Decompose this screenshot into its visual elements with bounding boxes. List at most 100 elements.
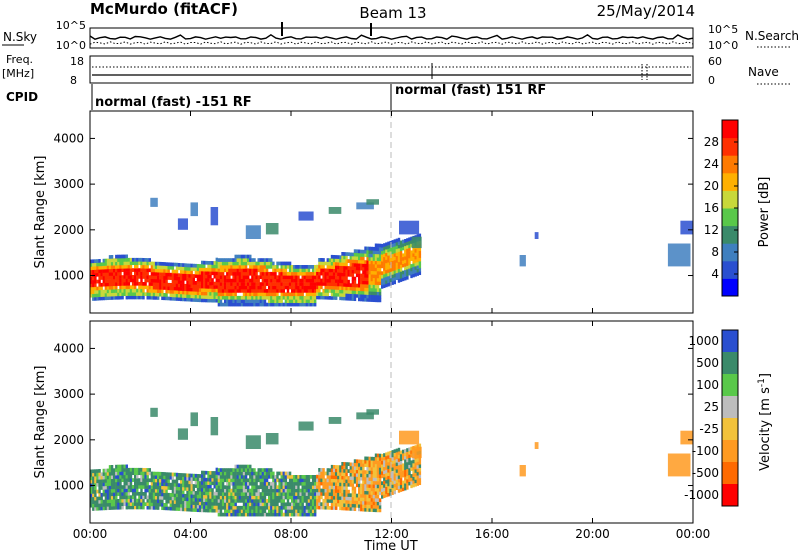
velocity-cell bbox=[238, 471, 242, 476]
velocity-cell bbox=[228, 468, 231, 472]
power-cell bbox=[272, 299, 275, 304]
power-cell bbox=[280, 292, 283, 297]
velocity-cell bbox=[416, 482, 419, 486]
power-cell bbox=[251, 275, 254, 280]
power-cell bbox=[196, 291, 200, 296]
power-cell bbox=[182, 270, 185, 274]
velocity-cell bbox=[353, 479, 357, 484]
velocity-cell bbox=[385, 469, 388, 474]
velocity-cell bbox=[374, 470, 378, 475]
power-cell bbox=[221, 261, 225, 266]
velocity-cell bbox=[337, 496, 340, 500]
power-cell bbox=[194, 291, 198, 296]
power-cell bbox=[343, 279, 346, 284]
power-cell bbox=[397, 248, 401, 252]
power-cell bbox=[265, 302, 269, 307]
power-cell bbox=[259, 275, 262, 280]
velocity-cell bbox=[303, 492, 306, 496]
power-cell bbox=[136, 278, 139, 283]
power-cell bbox=[274, 268, 277, 273]
velocity-cell bbox=[383, 477, 386, 481]
velocity-cell bbox=[244, 512, 248, 517]
power-cell bbox=[163, 265, 166, 270]
velocity-cell bbox=[328, 492, 332, 497]
power-cell bbox=[159, 279, 162, 283]
power-cell bbox=[320, 285, 323, 290]
power-cell bbox=[366, 298, 369, 302]
power-cell bbox=[330, 261, 334, 266]
power-cell bbox=[291, 275, 294, 280]
velocity-cell bbox=[337, 485, 340, 490]
power-cell bbox=[228, 258, 231, 262]
power-cell bbox=[186, 263, 189, 268]
velocity-cell bbox=[291, 499, 294, 503]
power-cell bbox=[184, 283, 187, 288]
velocity-cell bbox=[165, 475, 168, 480]
velocity-cell bbox=[330, 475, 334, 479]
power-cell bbox=[351, 283, 355, 288]
power-cell bbox=[378, 274, 382, 279]
velocity-cell bbox=[360, 463, 363, 467]
power-cell bbox=[376, 295, 380, 299]
power-cell bbox=[244, 285, 248, 290]
velocity-cell bbox=[255, 471, 258, 476]
power-cell bbox=[274, 278, 277, 283]
power-cell bbox=[274, 302, 277, 307]
velocity-cell bbox=[117, 499, 120, 503]
velocity-cell bbox=[238, 505, 242, 510]
power-cell bbox=[301, 289, 304, 293]
power-cell bbox=[244, 289, 248, 293]
velocity-cell bbox=[370, 501, 373, 506]
power-cell bbox=[119, 258, 122, 262]
power-cell bbox=[391, 243, 394, 248]
power-cell bbox=[318, 275, 321, 279]
velocity-cell bbox=[265, 468, 269, 472]
power-cell bbox=[236, 254, 239, 259]
power-patch bbox=[366, 199, 379, 205]
velocity-cell bbox=[314, 478, 317, 483]
velocity-cell bbox=[90, 493, 93, 498]
power-cell bbox=[374, 243, 378, 248]
power-cell bbox=[274, 275, 277, 280]
velocity-cell bbox=[253, 502, 256, 507]
velocity-cell bbox=[249, 464, 252, 469]
power-cell bbox=[217, 282, 221, 286]
power-cell bbox=[339, 286, 342, 290]
power-cell bbox=[366, 291, 369, 295]
velocity-cell bbox=[328, 468, 332, 473]
velocity-cell bbox=[297, 499, 300, 503]
velocity-cell bbox=[106, 506, 110, 511]
power-cell bbox=[416, 272, 419, 276]
power-cell bbox=[152, 272, 156, 276]
power-cell bbox=[244, 282, 248, 286]
power-cell bbox=[104, 293, 108, 297]
power-cell bbox=[368, 260, 371, 265]
velocity-cell bbox=[286, 495, 290, 500]
velocity-cell bbox=[372, 487, 376, 492]
velocity-cell bbox=[232, 509, 235, 514]
power-cell bbox=[98, 296, 101, 301]
power-cell bbox=[90, 259, 93, 264]
power-cell bbox=[100, 272, 103, 277]
power-cell bbox=[385, 259, 388, 264]
velocity-cell bbox=[234, 509, 237, 514]
velocity-cell bbox=[349, 496, 352, 501]
velocity-cell bbox=[406, 468, 409, 473]
velocity-cell bbox=[332, 502, 336, 507]
velocity-cell bbox=[347, 482, 350, 487]
velocity-cell bbox=[397, 482, 401, 486]
velocity-cell bbox=[316, 485, 319, 489]
power-cell bbox=[140, 271, 143, 276]
velocity-cell bbox=[316, 491, 319, 496]
velocity-cell bbox=[293, 495, 296, 500]
velocity-cell bbox=[152, 475, 156, 479]
power-cell bbox=[353, 280, 357, 284]
velocity-cell bbox=[341, 468, 344, 473]
power-cell bbox=[274, 265, 277, 269]
velocity-cell bbox=[406, 461, 409, 466]
power-cell bbox=[247, 268, 250, 273]
power-cell bbox=[410, 250, 413, 255]
velocity-cell bbox=[404, 476, 407, 481]
power-cell bbox=[370, 257, 373, 261]
velocity-cell bbox=[282, 488, 285, 493]
